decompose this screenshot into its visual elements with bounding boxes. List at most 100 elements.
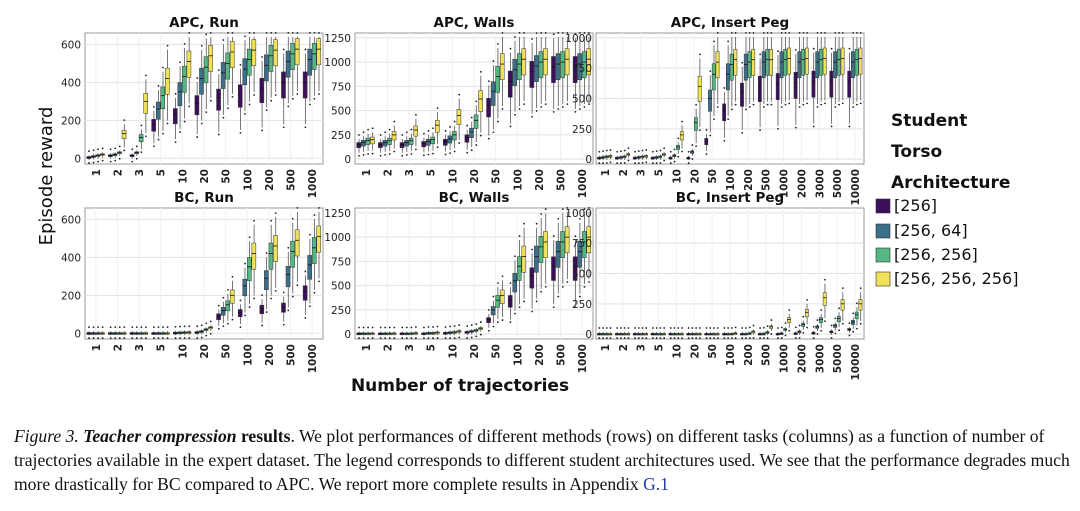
outlier (101, 159, 104, 162)
outlier (616, 327, 619, 329)
outlier (118, 145, 121, 148)
box (259, 304, 265, 315)
outlier (270, 99, 273, 102)
outlier (174, 92, 177, 95)
outlier (523, 300, 525, 303)
outlier (673, 148, 676, 151)
outlier (616, 150, 619, 153)
box (425, 138, 431, 146)
outlier (762, 32, 765, 34)
box (722, 103, 726, 122)
outlier (475, 323, 478, 326)
outlier (566, 103, 569, 106)
x-tick-label: 2 (382, 169, 394, 176)
outlier (153, 106, 155, 108)
outlier (705, 327, 708, 329)
box (268, 242, 274, 270)
outlier (798, 324, 801, 327)
outlier (652, 327, 654, 329)
box (538, 236, 544, 263)
panel-bc-insert-peg: BC, Insert Peg 0 250 500 750 1000 1 2 3 5 10 20 50 10… (565, 190, 865, 381)
box (220, 62, 226, 89)
outlier (410, 326, 413, 329)
outlier (659, 149, 662, 152)
outlier (479, 321, 482, 323)
outlier (222, 325, 225, 328)
box (815, 51, 820, 79)
outlier (131, 337, 134, 339)
box (715, 51, 720, 79)
outlier (239, 132, 242, 134)
outlier (669, 327, 672, 329)
outlier (605, 161, 608, 164)
box (725, 63, 730, 91)
outlier (716, 327, 719, 329)
outlier (598, 162, 601, 164)
outlier (427, 326, 430, 328)
outlier (109, 148, 112, 151)
box (517, 256, 522, 281)
outlier (634, 327, 636, 329)
x-tick-label: 2 (618, 344, 630, 351)
outlier (123, 337, 126, 339)
outlier (574, 110, 577, 113)
outlier (566, 281, 569, 283)
outlier (820, 103, 823, 106)
outlier (705, 129, 708, 131)
box (469, 127, 474, 138)
outlier (762, 106, 765, 108)
outlier (97, 148, 99, 151)
caption-appendix-link[interactable]: G.1 (643, 474, 669, 494)
box (242, 58, 248, 86)
y-tick-label: 750 (331, 256, 351, 268)
outlier (627, 159, 630, 162)
outlier (859, 322, 862, 325)
outlier (135, 337, 138, 339)
outlier (509, 125, 512, 128)
box (804, 47, 809, 75)
outlier (427, 130, 430, 132)
outlier (806, 299, 808, 301)
outlier (497, 120, 499, 123)
box (833, 51, 837, 79)
outlier (131, 148, 134, 151)
outlier (166, 44, 169, 47)
outlier (609, 161, 612, 164)
x-tick-label: 50 (491, 344, 503, 359)
outlier (623, 327, 626, 329)
box (769, 48, 773, 76)
outlier (458, 324, 461, 326)
outlier (645, 327, 648, 329)
outlier (209, 332, 212, 335)
box (251, 242, 257, 270)
outlier (261, 129, 263, 132)
caption-text: . We plot performances of different meth… (14, 426, 1070, 494)
outlier (816, 32, 819, 34)
outlier (659, 161, 662, 164)
outlier (544, 285, 547, 288)
outlier (655, 162, 658, 164)
x-tick-label: 1000 (577, 169, 589, 198)
outlier (540, 32, 543, 34)
box (216, 313, 221, 321)
x-tick-label: 3 (134, 344, 146, 351)
outlier (479, 70, 482, 73)
outlier (436, 146, 439, 149)
box (247, 48, 252, 76)
box (264, 54, 269, 82)
outlier (770, 333, 773, 335)
outlier (423, 154, 425, 157)
outlier (687, 327, 690, 329)
y-tick-label: 250 (331, 305, 351, 317)
y-tick-label: 500 (331, 281, 351, 293)
panel-title: APC, Walls (434, 15, 515, 31)
outlier (637, 162, 640, 164)
box (555, 53, 561, 81)
caption-bold: results (240, 426, 291, 446)
caption-emphasis: Teacher compression (83, 426, 237, 446)
outlier (379, 326, 382, 329)
outlier (623, 161, 626, 164)
outlier (641, 161, 644, 164)
outlier (274, 289, 277, 292)
y-tick-label: 750 (572, 238, 592, 250)
